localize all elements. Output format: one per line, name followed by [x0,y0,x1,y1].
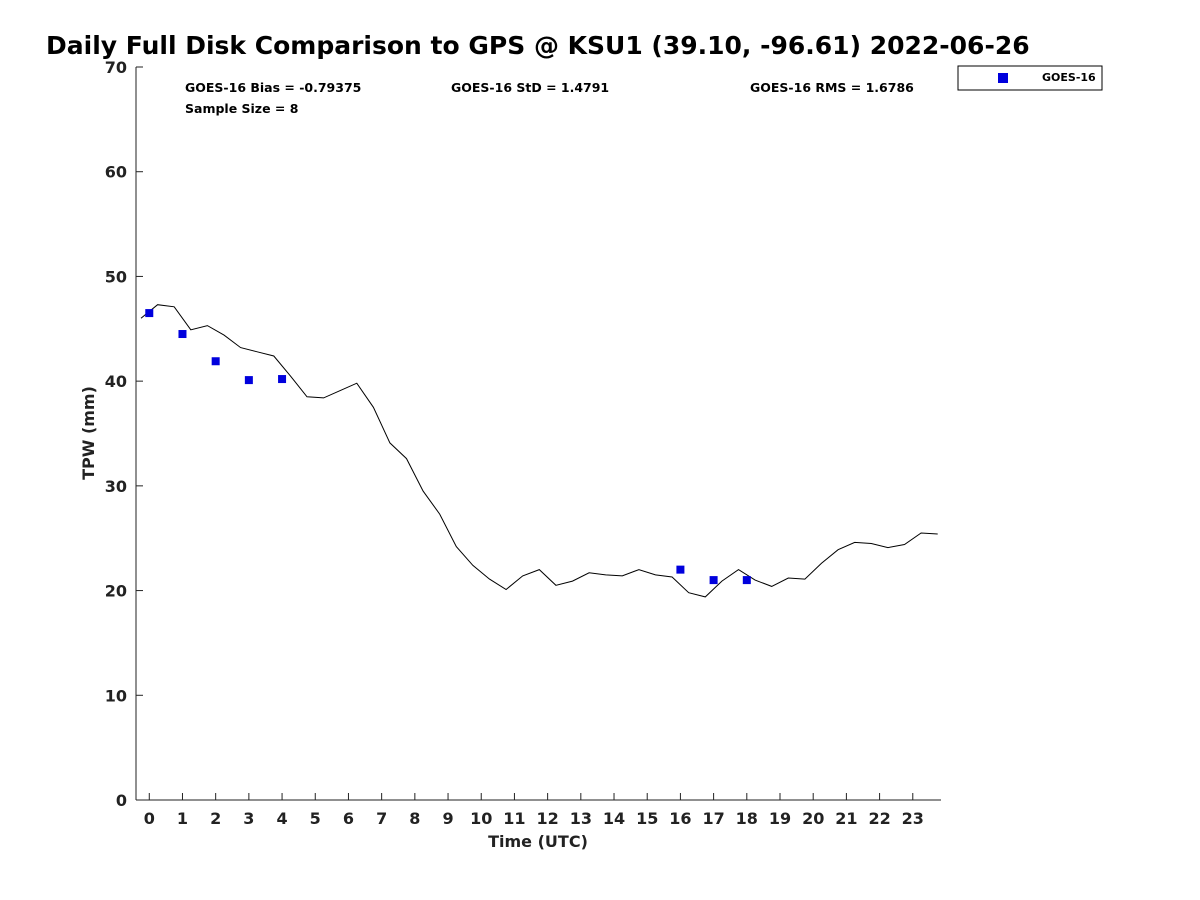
x-tick-label: 5 [310,809,321,828]
chart-title: Daily Full Disk Comparison to GPS @ KSU1… [46,31,1030,60]
x-tick-label: 6 [343,809,354,828]
x-tick-label: 12 [536,809,558,828]
y-tick-label: 10 [105,686,127,705]
x-tick-label: 22 [868,809,890,828]
x-tick-label: 17 [702,809,724,828]
goes16-point [742,576,751,585]
y-tick-label: 50 [105,267,127,286]
stat-rms: GOES-16 RMS = 1.6786 [750,80,914,95]
y-tick-label: 70 [105,58,127,77]
goes16-point [676,565,685,574]
x-tick-label: 20 [802,809,824,828]
legend: GOES-16 [957,65,1103,91]
stat-sample-size: Sample Size = 8 [185,101,298,116]
y-tick-label: 40 [105,372,127,391]
x-axis-label: Time (UTC) [488,832,588,851]
x-tick-label: 4 [276,809,287,828]
x-tick-label: 9 [442,809,453,828]
goes16-point [178,330,187,339]
y-axis-ticks: 0 10 20 30 40 50 60 70 [105,58,143,810]
x-tick-label: 16 [669,809,691,828]
x-tick-label: 3 [243,809,254,828]
goes16-point [145,309,154,318]
x-tick-label: 21 [835,809,857,828]
goes16-point [244,376,253,385]
x-tick-label: 0 [144,809,155,828]
goes16-point [278,375,287,384]
x-tick-label: 13 [570,809,592,828]
y-tick-label: 60 [105,163,127,182]
y-tick-label: 20 [105,582,127,601]
x-tick-label: 11 [503,809,525,828]
x-tick-label: 10 [470,809,492,828]
x-tick-label: 14 [603,809,625,828]
x-tick-label: 7 [376,809,387,828]
gps-tpw-line [140,304,938,598]
x-tick-label: 15 [636,809,658,828]
y-axis-label: TPW (mm) [79,386,98,480]
axes [135,67,941,801]
legend-box [957,65,1103,91]
x-tick-label: 8 [409,809,420,828]
stat-bias: GOES-16 Bias = -0.79375 [185,80,361,95]
goes16-point [211,357,220,366]
y-tick-label: 30 [105,477,127,496]
x-tick-label: 2 [210,809,221,828]
stat-std: GOES-16 StD = 1.4791 [451,80,609,95]
legend-label-goes16: GOES-16 [1042,71,1096,84]
x-tick-label: 19 [769,809,791,828]
x-tick-label: 23 [902,809,924,828]
goes16-point [709,576,718,585]
x-axis-ticks: 0 1 2 3 4 5 6 7 8 9 10 11 12 13 14 15 16 17 18 19 20 21 22 23 [144,793,924,828]
x-tick-label: 18 [736,809,758,828]
x-tick-label: 1 [177,809,188,828]
legend-marker-goes16 [998,73,1008,83]
y-tick-label: 0 [116,791,127,810]
series-layer [140,304,938,598]
